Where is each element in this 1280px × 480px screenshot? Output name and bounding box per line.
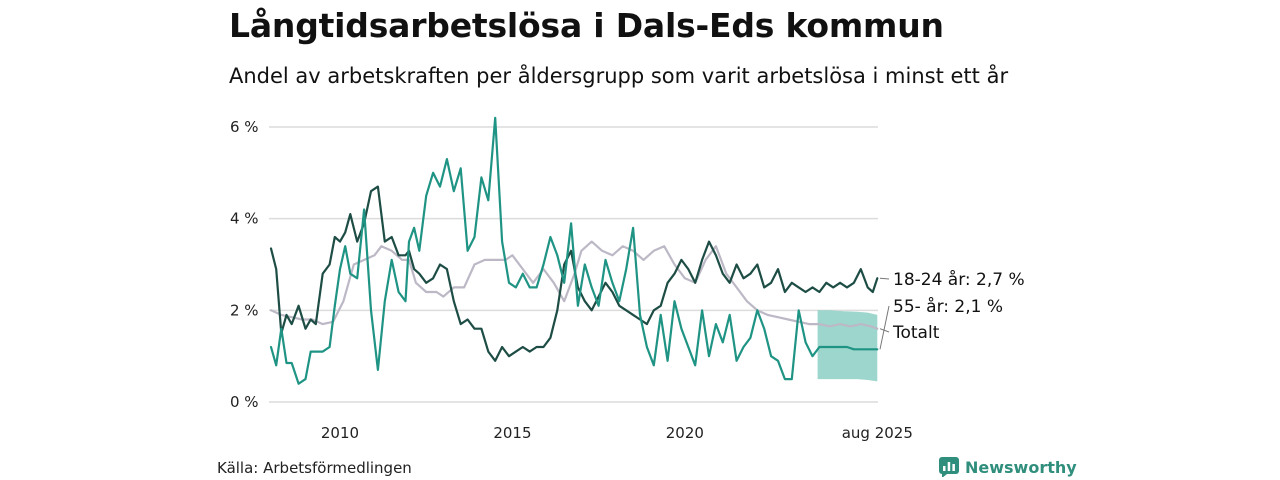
x-tick-label: 2020 — [666, 424, 704, 442]
label-leader — [879, 305, 890, 350]
label-leader — [879, 277, 890, 280]
series-lines — [269, 116, 879, 385]
x-tick-label: 2010 — [321, 424, 359, 442]
series-line-1 — [269, 185, 879, 362]
y-axis: 0 % 2 % 4 % 6 % — [230, 118, 259, 411]
forecast-band — [817, 310, 878, 382]
y-tick-label: 4 % — [230, 210, 259, 228]
y-tick-label: 6 % — [230, 118, 259, 136]
series-labels: 18-24 år: 2,7 % 55- år: 2,1 % Totalt — [879, 269, 1025, 350]
label-leader — [879, 328, 890, 333]
chart-subtitle: Andel av arbetskraften per åldersgrupp s… — [229, 64, 1009, 88]
y-tick-label: 2 % — [230, 301, 259, 319]
x-tick-label: 2015 — [493, 424, 531, 442]
newsworthy-icon — [939, 457, 959, 477]
series-line-0 — [269, 240, 879, 330]
series-label: 55- år: 2,1 % — [893, 296, 1003, 317]
grid-lines — [269, 126, 878, 403]
band-layer — [817, 310, 878, 382]
source-note: Källa: Arbetsförmedlingen — [217, 459, 412, 477]
brand-logo: Newsworthy — [939, 456, 1077, 478]
series-label: Totalt — [892, 323, 940, 343]
series-label: 18-24 år: 2,7 % — [893, 269, 1025, 290]
x-tick-label: aug 2025 — [842, 424, 913, 442]
y-tick-label: 0 % — [230, 393, 259, 411]
x-axis: 2010 2015 2020 aug 2025 — [321, 424, 913, 442]
brand-name: Newsworthy — [965, 457, 1077, 477]
chart-title: Långtidsarbetslösa i Dals-Eds kommun — [229, 6, 944, 45]
series-line-2 — [269, 116, 879, 385]
